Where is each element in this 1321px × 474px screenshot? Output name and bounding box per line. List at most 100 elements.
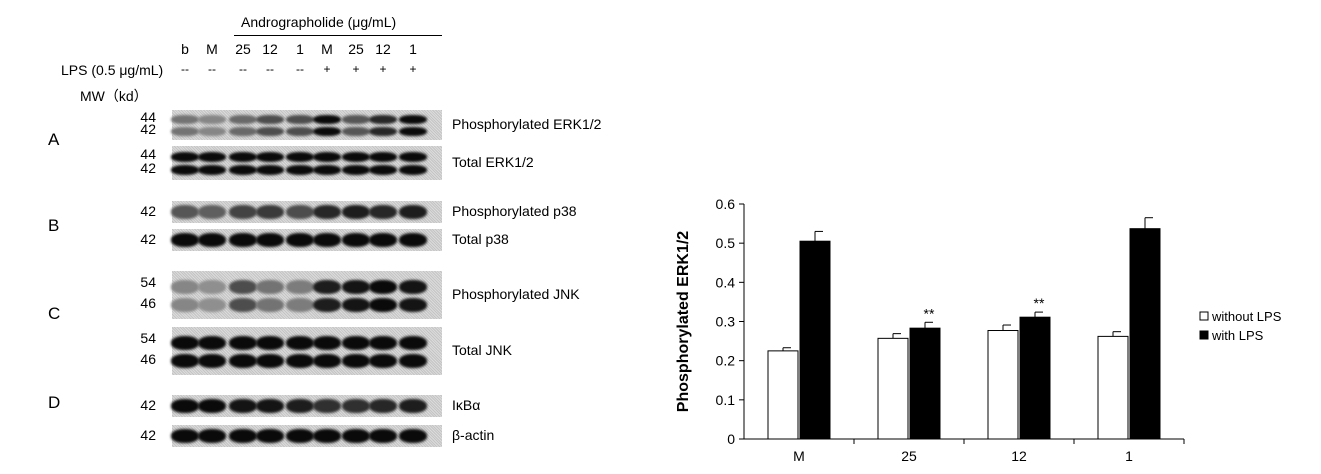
lane-label: 1 xyxy=(409,41,417,57)
legend-swatch xyxy=(1199,311,1209,321)
blot-band xyxy=(313,233,341,247)
blot-band xyxy=(369,353,397,368)
blot-band xyxy=(256,429,284,443)
blot-band xyxy=(171,297,199,312)
blot-band xyxy=(198,115,226,125)
blot-label: IκBα xyxy=(452,397,481,413)
lps-sign: -- xyxy=(266,62,274,76)
blot-band xyxy=(229,399,257,413)
mw-marker: 54 xyxy=(140,330,156,346)
blot-strip xyxy=(171,395,442,417)
blot-band xyxy=(342,115,370,125)
mw-marker: 54 xyxy=(140,274,156,290)
blot-band xyxy=(313,205,341,219)
blot-band xyxy=(286,279,314,294)
blot-band xyxy=(171,399,199,413)
lane-label: 25 xyxy=(348,41,364,57)
lane-label: M xyxy=(206,41,218,57)
blot-band xyxy=(229,165,257,176)
blot-band xyxy=(342,279,370,294)
panel-letter: D xyxy=(48,393,61,412)
blot-band xyxy=(256,205,284,219)
blot-band xyxy=(198,279,226,294)
bar xyxy=(987,330,1019,440)
y-tick-label: 0.5 xyxy=(716,235,736,251)
blot-band xyxy=(286,399,314,413)
mw-marker: 46 xyxy=(140,294,156,311)
blot-band xyxy=(399,399,427,413)
blot-band xyxy=(256,115,284,125)
bar xyxy=(799,240,831,440)
blot-label: Phosphorylated p38 xyxy=(452,203,577,219)
blot-band xyxy=(171,165,199,176)
bar xyxy=(909,327,941,440)
blot-strip xyxy=(171,271,442,319)
blot-band xyxy=(369,152,397,163)
blot-band xyxy=(256,165,284,176)
blot-band xyxy=(198,297,226,312)
blot-band xyxy=(313,152,341,163)
treatment-bracket-line xyxy=(234,35,442,36)
blot-band xyxy=(171,205,199,219)
mw-marker: 42 xyxy=(140,427,156,443)
lane-label: 12 xyxy=(262,41,278,57)
legend-swatch xyxy=(1199,330,1209,340)
blot-band xyxy=(313,429,341,443)
significance-mark: ** xyxy=(924,305,935,321)
blot-band xyxy=(229,335,257,350)
blot-band xyxy=(369,399,397,413)
blot-band xyxy=(342,297,370,312)
mw-marker: 42 xyxy=(140,397,156,413)
blot-strip xyxy=(171,327,442,375)
blot-band xyxy=(171,152,199,163)
blot-band xyxy=(399,353,427,368)
blot-band xyxy=(171,429,199,443)
blot-band xyxy=(229,353,257,368)
panel-letter: B xyxy=(48,216,60,235)
x-tick-label: 1 xyxy=(1125,448,1133,464)
blot-band xyxy=(342,335,370,350)
lps-sign: -- xyxy=(239,62,247,76)
x-tick-label: 12 xyxy=(1011,448,1027,464)
blot-band xyxy=(256,335,284,350)
bar xyxy=(877,337,909,440)
blot-band xyxy=(342,429,370,443)
blot-label: Total p38 xyxy=(452,231,509,247)
blot-band xyxy=(342,205,370,219)
blot-strip xyxy=(171,229,442,251)
blot-label: Total JNK xyxy=(452,342,512,358)
blot-band xyxy=(399,279,427,294)
blot-band xyxy=(342,353,370,368)
blot-band xyxy=(399,115,427,125)
blot-strip xyxy=(171,110,442,140)
blot-band xyxy=(313,399,341,413)
treatment-label: Andrographolide (μg/mL) xyxy=(241,14,397,30)
blot-band xyxy=(229,126,257,136)
blot-band xyxy=(229,115,257,125)
blot-band xyxy=(399,152,427,163)
blot-band xyxy=(369,297,397,312)
blot-band xyxy=(286,152,314,163)
blot-band xyxy=(313,126,341,136)
blot-band xyxy=(369,335,397,350)
lps-sign: + xyxy=(323,62,331,76)
y-tick-label: 0.3 xyxy=(716,314,736,330)
blot-band xyxy=(198,399,226,413)
blot-band xyxy=(229,233,257,247)
bar xyxy=(1097,335,1129,440)
blot-label: Phosphorylated ERK1/2 xyxy=(452,116,602,132)
mw-marker: 42 xyxy=(140,121,156,138)
blot-band xyxy=(313,353,341,368)
blot-band xyxy=(313,279,341,294)
mw-marker: 44 xyxy=(140,145,156,162)
blot-band xyxy=(399,233,427,247)
blot-band xyxy=(369,279,397,294)
blot-band xyxy=(229,205,257,219)
lane-label: 12 xyxy=(375,41,391,57)
x-tick-label: 25 xyxy=(901,448,917,464)
blot-band xyxy=(198,233,226,247)
blot-band xyxy=(342,126,370,136)
mw-marker: 46 xyxy=(140,350,156,367)
bar xyxy=(767,350,799,440)
lane-label: 25 xyxy=(235,41,251,57)
